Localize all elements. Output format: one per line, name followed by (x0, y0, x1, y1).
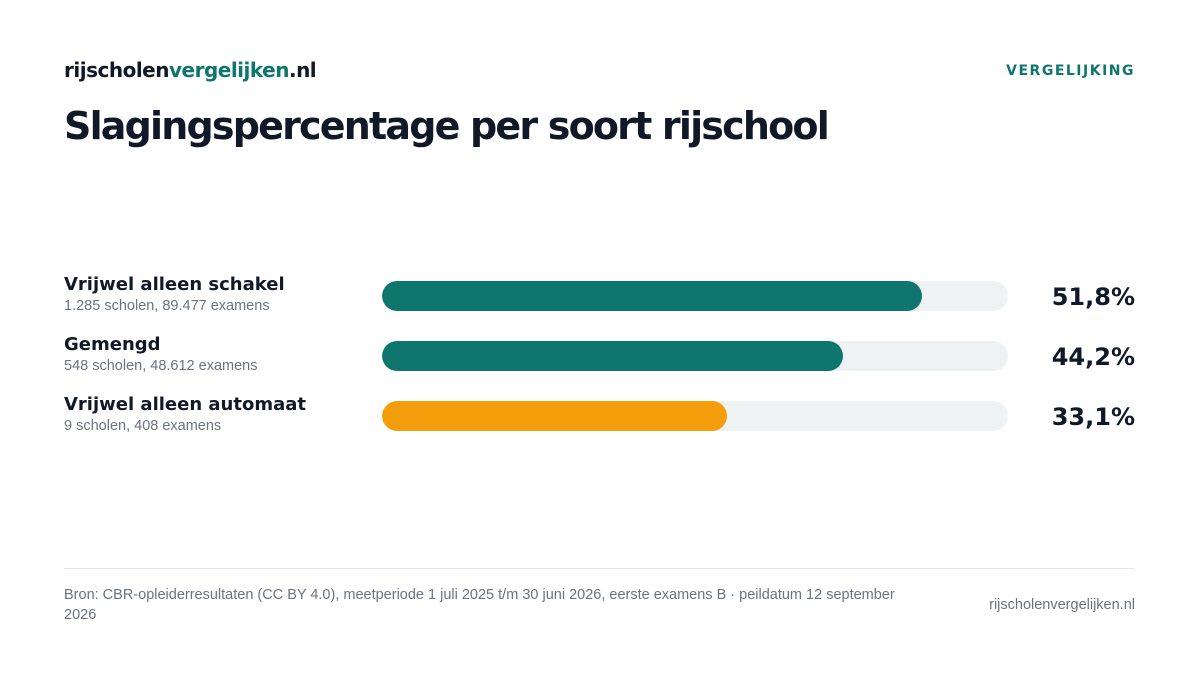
value-label: 51,8% (1051, 283, 1135, 311)
category-subtitle: 9 scholen, 408 examens (64, 418, 222, 434)
bar-fill (382, 401, 728, 431)
source-note: Bron: CBR-opleiderresultaten (CC BY 4.0)… (64, 587, 895, 623)
category-label: Vrijwel alleen automaat (64, 394, 306, 415)
value-label: 44,2% (1051, 343, 1135, 371)
category-label: Vrijwel alleen schakel (64, 274, 285, 295)
bar-label-group: Vrijwel alleen automaat 9 scholen, 408 ex… (64, 394, 364, 436)
header: rijscholenvergelijken.nl VERGELIJKING (64, 58, 1135, 88)
brand-prefix: rijscholen (64, 58, 169, 82)
brand-accent: vergelijken (168, 58, 289, 82)
bar-fill (382, 341, 844, 371)
bar-label-group: Vrijwel alleen schakel 1.285 scholen, 89.… (64, 274, 364, 316)
bar-chart: Vrijwel alleen schakel 1.285 scholen, 89.… (64, 270, 1135, 450)
bar-row: Vrijwel alleen schakel 1.285 scholen, 89.… (64, 270, 1135, 330)
category-label: Gemengd (64, 334, 161, 355)
footer-site: rijscholenvergelijken.nl (989, 597, 1135, 613)
chart-title: Slagingspercentage per soort rijschool (64, 104, 830, 148)
category-subtitle: 1.285 scholen, 89.477 examens (64, 298, 270, 314)
footer-divider (64, 568, 1135, 569)
category-tag: VERGELIJKING (1006, 63, 1135, 79)
bar-track (382, 281, 1008, 311)
value-label: 33,1% (1051, 403, 1135, 431)
bar-track (382, 341, 1008, 371)
category-subtitle: 548 scholen, 48.612 examens (64, 358, 258, 374)
bar-label-group: Gemengd 548 scholen, 48.612 examens (64, 334, 364, 376)
bar-row: Vrijwel alleen automaat 9 scholen, 408 ex… (64, 390, 1135, 450)
bar-track (382, 401, 1008, 431)
bar-row: Gemengd 548 scholen, 48.612 examens 44,2% (64, 330, 1135, 390)
brand-logo[interactable]: rijscholenvergelijken.nl (64, 58, 317, 82)
brand-suffix: .nl (288, 58, 317, 82)
bar-fill (382, 281, 923, 311)
